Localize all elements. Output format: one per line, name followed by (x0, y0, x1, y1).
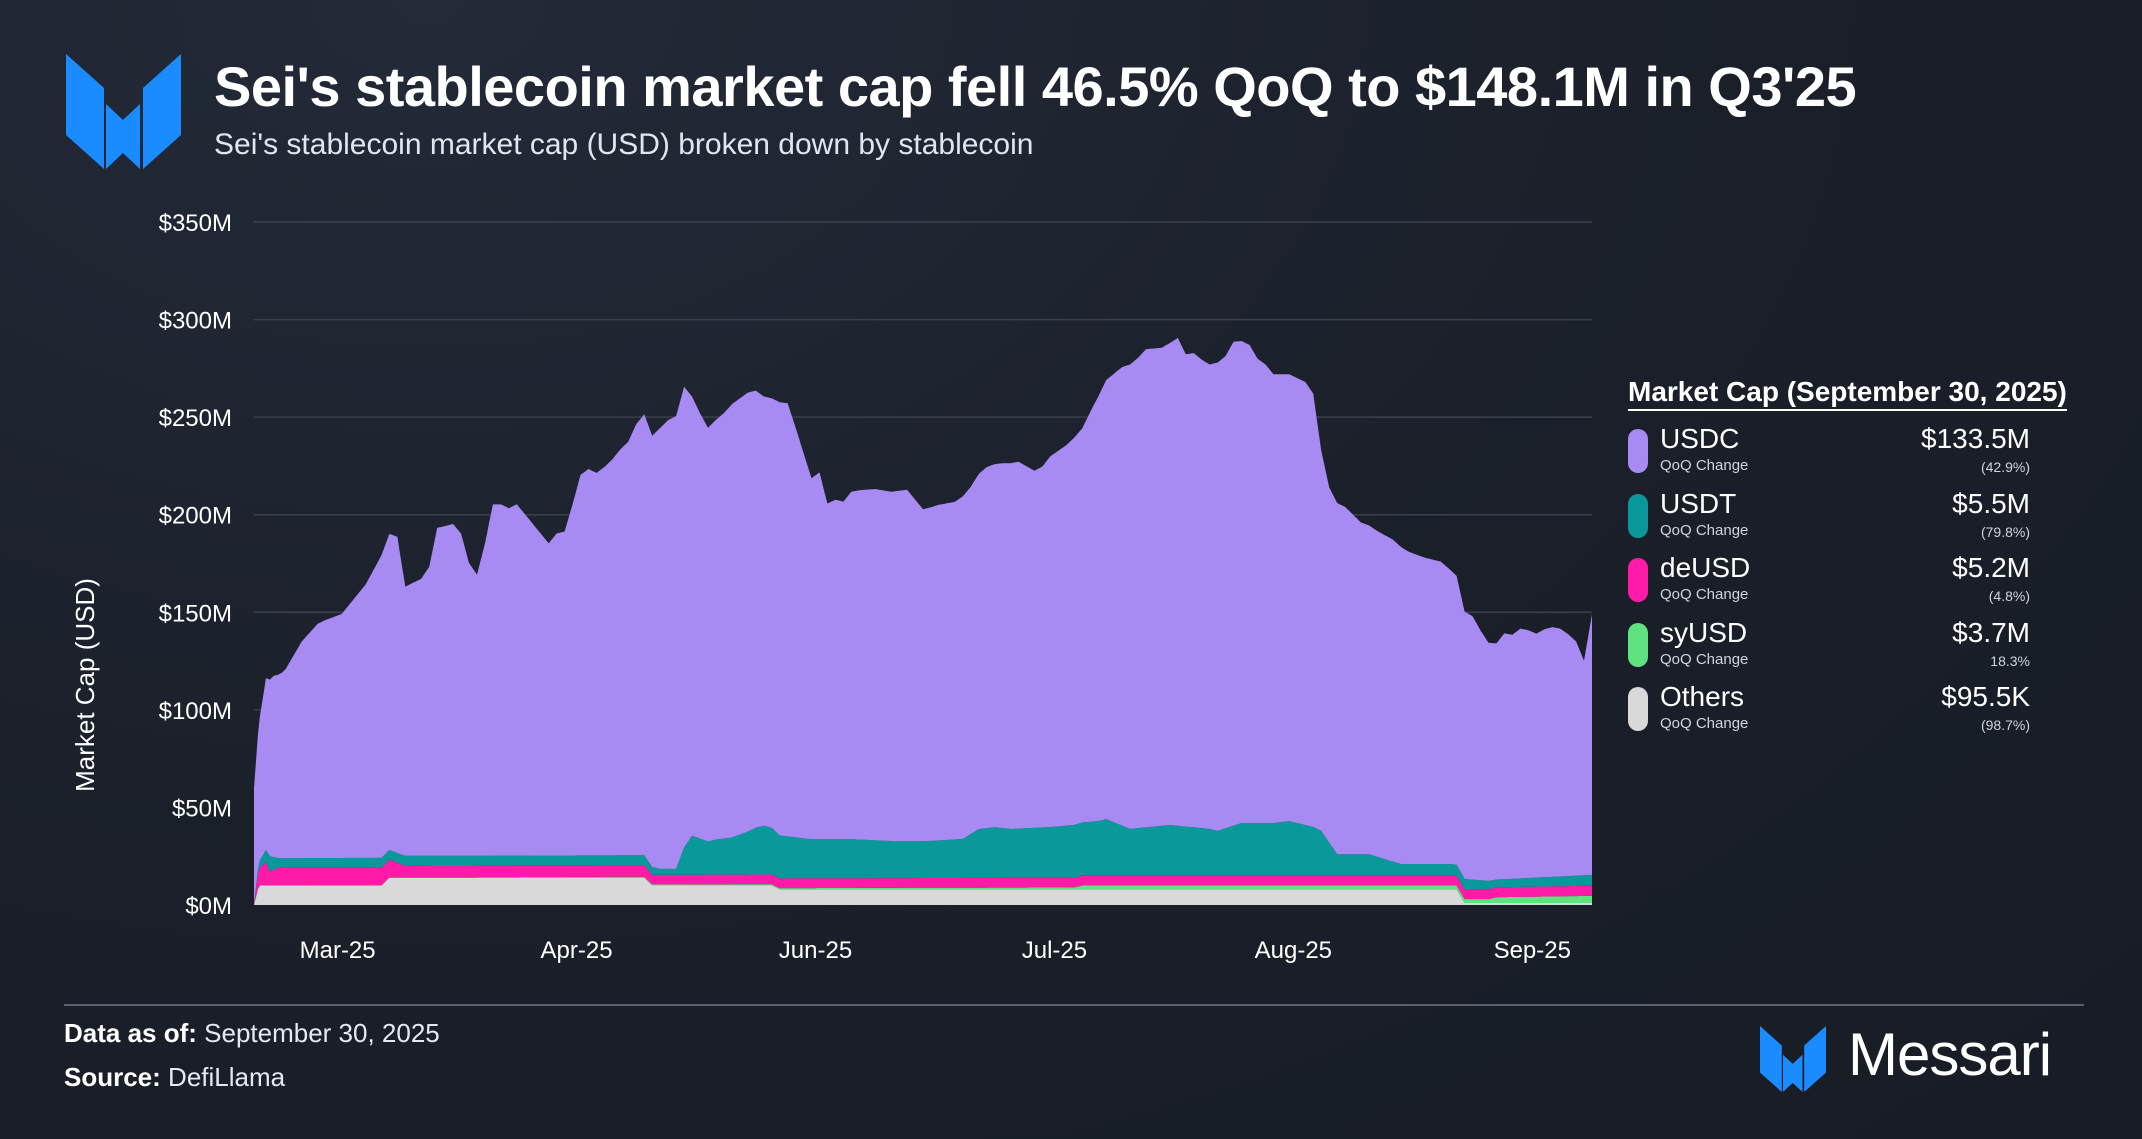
legend-sub: QoQ Change (1660, 457, 1749, 474)
y-tick-label: $300M (159, 308, 232, 335)
y-tick-label: $150M (159, 600, 232, 627)
area-others (254, 877, 1592, 905)
y-axis-label: Market Cap (USD) (70, 578, 100, 792)
legend-change: (4.8%) (1988, 588, 2030, 604)
legend-change: (98.7%) (1980, 717, 2030, 733)
legend-item-usdc: USDC QoQ Change $133.5M (42.9%) (1628, 413, 2078, 478)
source-label: Source: (64, 1062, 161, 1092)
legend-change: 18.3% (1990, 652, 2030, 669)
legend-sub: QoQ Change (1660, 586, 1749, 603)
legend-change: (79.8%) (1980, 523, 2030, 540)
legend-name: Others (1660, 681, 1745, 712)
y-axis-ticks: $0M $50M $100M $150M $200M $250M $300M $350M (159, 210, 232, 920)
area-usdt (254, 819, 1592, 905)
y-tick-label: $0M (185, 893, 232, 920)
legend-value: $3.7M (1952, 616, 2030, 648)
legend-value: $5.2M (1952, 552, 2030, 583)
brand-logo-icon (1760, 1026, 1826, 1092)
source-value: DefiLlama (168, 1062, 286, 1092)
y-tick-label: $350M (159, 210, 232, 237)
brand-name: Messari (1848, 1021, 2052, 1088)
x-axis-ticks: Mar-25 Apr-25 Jun-25 Jul-25 Aug-25 Sep-25 (300, 937, 1571, 964)
stacked-area-chart: $0M $50M $100M $150M $200M $250M $300M $350M Ma… (70, 210, 1592, 964)
chart-subtitle: Sei's stablecoin market cap (USD) broken… (214, 128, 1034, 161)
x-tick-label: Aug-25 (1255, 937, 1332, 964)
chart-title: Sei's stablecoin market cap fell 46.5% Q… (214, 55, 1857, 118)
legend-item-usdt: USDT QoQ Change $5.5M (79.8%) (1628, 478, 2078, 543)
legend-items: USDC QoQ Change $133.5M (42.9%) USDT QoQ Chan… (1628, 413, 2078, 736)
data-as-of-value: September 30, 2025 (204, 1018, 440, 1048)
x-tick-label: Sep-25 (1494, 937, 1571, 964)
legend-item-others: Others QoQ Change $95.5K (98.7%) (1628, 671, 2078, 736)
legend-swatch (1628, 687, 1648, 731)
y-tick-label: $50M (172, 795, 232, 822)
legend-sub: QoQ Change (1660, 521, 1749, 539)
source: Source: DefiLlama (64, 1062, 285, 1093)
legend-value: $133.5M (1921, 423, 2030, 454)
x-tick-label: Jul-25 (1022, 937, 1087, 964)
footer-divider (64, 1004, 2084, 1006)
legend-value: $5.5M (1952, 487, 2030, 519)
legend-swatch (1628, 429, 1648, 473)
data-as-of: Data as of: September 30, 2025 (64, 1018, 440, 1049)
x-tick-label: Mar-25 (300, 937, 376, 964)
legend-item-deusd: deUSD QoQ Change $5.2M (4.8%) (1628, 542, 2078, 607)
legend-name: syUSD (1660, 616, 1748, 648)
y-tick-label: $250M (159, 405, 232, 432)
legend-swatch (1628, 558, 1648, 602)
legend-name: USDT (1660, 487, 1737, 519)
y-tick-label: $200M (159, 503, 232, 530)
legend-swatch (1628, 622, 1648, 667)
area-deusd (254, 859, 1592, 905)
x-tick-label: Jun-25 (779, 937, 852, 964)
legend-value: $95.5K (1941, 681, 2030, 712)
legend-item-syusd: syUSD QoQ Change $3.7M 18.3% (1628, 607, 2078, 672)
data-as-of-label: Data as of: (64, 1018, 197, 1048)
legend-name: USDC (1660, 423, 1740, 454)
legend-change: (42.9%) (1980, 459, 2030, 475)
x-tick-label: Apr-25 (541, 937, 613, 964)
series-areas (254, 337, 1592, 905)
legend-swatch (1628, 493, 1648, 538)
legend-sub: QoQ Change (1660, 650, 1749, 668)
legend-title: Market Cap (September 30, 2025) (1628, 376, 2067, 411)
area-usdc (254, 337, 1592, 905)
legend: Market Cap (September 30, 2025) USDC QoQ … (1628, 376, 2078, 736)
messari-logo-icon (66, 54, 181, 169)
y-tick-label: $100M (159, 698, 232, 725)
legend-sub: QoQ Change (1660, 715, 1749, 732)
legend-name: deUSD (1660, 552, 1751, 583)
